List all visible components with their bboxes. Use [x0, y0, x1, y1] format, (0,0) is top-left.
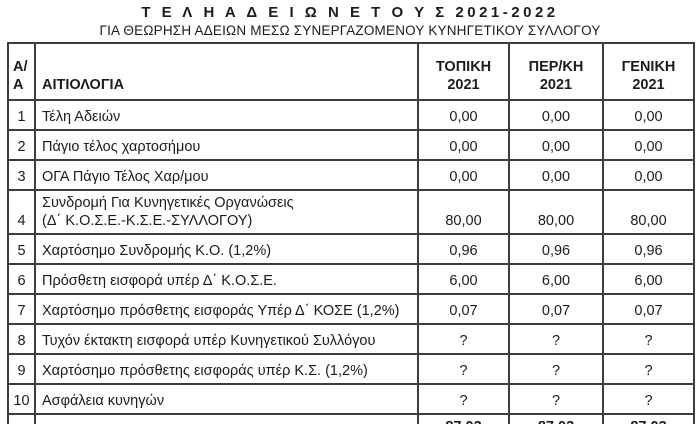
page-title: Τ Ε Λ Η Α Δ Ε Ι Ω Ν Ε Τ Ο Υ Σ 2021-2022	[141, 4, 559, 21]
row-value-geniki: 0,96	[602, 233, 695, 265]
table-row: 1 Τέλη Αδειών 0,00 0,00 0,00	[7, 99, 695, 131]
row-value-topiki: ?	[417, 323, 510, 355]
row-label: Ασφάλεια κυνηγών	[34, 383, 419, 415]
row-label-line1: Συνδρομή Για Κυνηγετικές Οργανώσεις	[42, 195, 294, 211]
row-number: 2	[7, 129, 36, 161]
row-number: 8	[7, 323, 36, 355]
row-value-geniki: 0,07	[602, 293, 695, 325]
header-geniki-line1: ΓΕΝΙΚΗ	[621, 59, 676, 75]
row-label: Συνδρομή Για Κυνηγετικές Οργανώσεις (Δ΄ …	[34, 189, 419, 235]
row-value-geniki: ?	[602, 383, 695, 415]
table-row: 9 Χαρτόσημο πρόσθετης εισφοράς υπέρ Κ.Σ.…	[7, 353, 695, 385]
row-value-perki: 0,00	[508, 99, 604, 131]
header-perki: ΠΕΡ/ΚΗ 2021	[508, 42, 604, 101]
total-empty-cell	[7, 413, 36, 424]
total-amount: 87,03	[512, 419, 600, 424]
header-geniki: ΓΕΝΙΚΗ 2021	[602, 42, 695, 101]
row-value-perki: ?	[508, 383, 604, 415]
row-label: Τέλη Αδειών	[34, 99, 419, 131]
row-label: Πρόσθετη εισφορά υπέρ Δ΄ Κ.Ο.Σ.Ε.	[34, 263, 419, 295]
total-amount: 87,03	[606, 419, 691, 424]
header-topiki-line2: 2021	[447, 77, 480, 93]
row-value-perki: 80,00	[508, 189, 604, 235]
header-topiki: ΤΟΠΙΚΗ 2021	[417, 42, 510, 101]
row-number: 5	[7, 233, 36, 265]
row-value-topiki: 80,00	[417, 189, 510, 235]
table-row: 4 Συνδρομή Για Κυνηγετικές Οργανώσεις (Δ…	[7, 189, 695, 235]
row-value-topiki: 0,96	[417, 233, 510, 265]
row-value-geniki: 80,00	[602, 189, 695, 235]
row-value-perki: ?	[508, 353, 604, 385]
total-label: ΣΥΝΟΛΟ	[34, 413, 419, 424]
row-value-perki: 0,00	[508, 129, 604, 161]
table-row: 6 Πρόσθετη εισφορά υπέρ Δ΄ Κ.Ο.Σ.Ε. 6,00…	[7, 263, 695, 295]
header-reason: ΑΙΤΙΟΛΟΓΙΑ	[34, 42, 419, 101]
row-value-topiki: 6,00	[417, 263, 510, 295]
row-number: 1	[7, 99, 36, 131]
row-value-perki: 0,96	[508, 233, 604, 265]
row-label: Τυχόν έκτακτη εισφορά υπέρ Κυνηγετικού Σ…	[34, 323, 419, 355]
row-label: Πάγιο τέλος χαρτοσήμου	[34, 129, 419, 161]
table-row: 8 Τυχόν έκτακτη εισφορά υπέρ Κυνηγετικού…	[7, 323, 695, 355]
row-value-perki: 0,07	[508, 293, 604, 325]
row-value-topiki: 0,00	[417, 159, 510, 191]
row-number: 9	[7, 353, 36, 385]
row-number: 6	[7, 263, 36, 295]
row-value-topiki: 0,00	[417, 129, 510, 161]
table-row: 7 Χαρτόσημο πρόσθετης εισφοράς Υπέρ Δ΄ Κ…	[7, 293, 695, 325]
row-value-perki: 0,00	[508, 159, 604, 191]
row-label-line2: (Δ΄ Κ.Ο.Σ.Ε.-Κ.Σ.Ε.-ΣΥΛΛΟΓΟΥ)	[42, 213, 253, 229]
row-number: 3	[7, 159, 36, 191]
fees-table: Α/Α ΑΙΤΙΟΛΟΓΙΑ ΤΟΠΙΚΗ 2021 ΠΕΡ/ΚΗ 2021 Γ…	[7, 42, 695, 424]
row-value-geniki: 6,00	[602, 263, 695, 295]
row-number: 10	[7, 383, 36, 415]
row-value-geniki: ?	[602, 323, 695, 355]
total-value-perki: 87,03 (χωρίς τα ?)	[508, 413, 604, 424]
table-row: 2 Πάγιο τέλος χαρτοσήμου 0,00 0,00 0,00	[7, 129, 695, 161]
table-row: 3 ΟΓΑ Πάγιο Τέλος Χαρ/μου 0,00 0,00 0,00	[7, 159, 695, 191]
row-label: Χαρτόσημο πρόσθετης εισφοράς υπέρ Κ.Σ. (…	[34, 353, 419, 385]
table-header-row: Α/Α ΑΙΤΙΟΛΟΓΙΑ ΤΟΠΙΚΗ 2021 ΠΕΡ/ΚΗ 2021 Γ…	[7, 42, 695, 101]
header-perki-line1: ΠΕΡ/ΚΗ	[528, 59, 584, 75]
table-row: 5 Χαρτόσημο Συνδρομής Κ.Ο. (1,2%) 0,96 0…	[7, 233, 695, 265]
table-total-row: ΣΥΝΟΛΟ 87,03 (χωρίς τα ?) 87,03 (χωρίς τ…	[7, 413, 695, 424]
row-value-perki: 6,00	[508, 263, 604, 295]
total-value-geniki: 87,03 (χωρίς τα ?)	[602, 413, 695, 424]
row-value-geniki: 0,00	[602, 159, 695, 191]
header-geniki-line2: 2021	[632, 77, 665, 93]
table-row: 10 Ασφάλεια κυνηγών ? ? ?	[7, 383, 695, 415]
row-number: 4	[7, 189, 36, 235]
header-topiki-line1: ΤΟΠΙΚΗ	[435, 59, 492, 75]
row-value-geniki: ?	[602, 353, 695, 385]
page-subtitle: ΓΙΑ ΘΕΩΡΗΣΗ ΑΔΕΙΩΝ ΜΕΣΩ ΣΥΝΕΡΓΑΖΟΜΕΝΟΥ Κ…	[99, 23, 601, 38]
row-label: ΟΓΑ Πάγιο Τέλος Χαρ/μου	[34, 159, 419, 191]
row-value-geniki: 0,00	[602, 99, 695, 131]
header-num: Α/Α	[7, 42, 36, 101]
total-value-topiki: 87,03 (χωρίς τα ?)	[417, 413, 510, 424]
row-value-topiki: ?	[417, 353, 510, 385]
row-value-topiki: ?	[417, 383, 510, 415]
row-value-topiki: 0,00	[417, 99, 510, 131]
row-label: Χαρτόσημο πρόσθετης εισφοράς Υπέρ Δ΄ ΚΟΣ…	[34, 293, 419, 325]
row-label: Χαρτόσημο Συνδρομής Κ.Ο. (1,2%)	[34, 233, 419, 265]
header-perki-line2: 2021	[539, 77, 573, 93]
row-value-geniki: 0,00	[602, 129, 695, 161]
row-value-perki: ?	[508, 323, 604, 355]
total-amount: 87,03	[421, 419, 506, 424]
row-value-topiki: 0,07	[417, 293, 510, 325]
row-number: 7	[7, 293, 36, 325]
